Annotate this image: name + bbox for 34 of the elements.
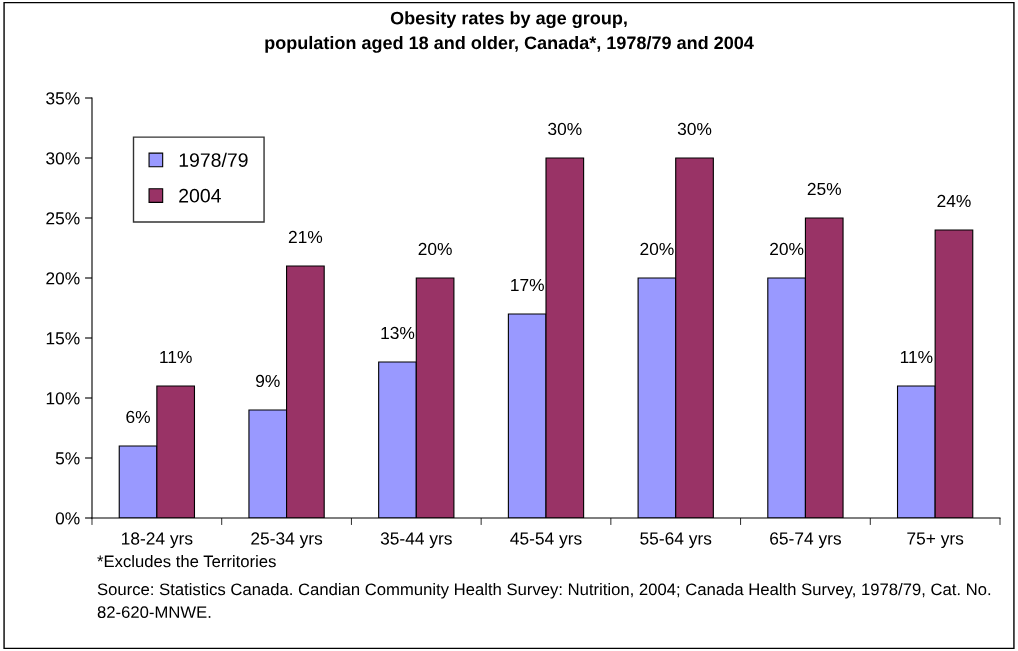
y-tick-label: 20% <box>46 272 80 285</box>
data-label: 20% <box>418 242 452 256</box>
data-label: 24% <box>937 194 971 208</box>
x-tick-label: 35-44 yrs <box>380 532 452 549</box>
data-label: 9% <box>256 374 280 388</box>
x-tick-label: 65-74 yrs <box>770 532 841 549</box>
data-label: 11% <box>900 350 933 364</box>
text: *Excludes the Territories <box>97 555 276 568</box>
x-tick-label: 45-54 yrs <box>510 532 582 549</box>
legend-label: 1978/79 <box>179 152 248 167</box>
data-label: 30% <box>677 122 712 136</box>
y-tick-label: 35% <box>46 92 80 105</box>
data-label: 25% <box>807 182 841 196</box>
x-tick-label: 18-24 yrs <box>122 532 193 549</box>
y-tick-label: 10% <box>46 392 80 405</box>
x-tick-label: 25-34 yrs <box>251 532 323 549</box>
y-tick-label: 25% <box>46 212 80 225</box>
legend-label: 2004 <box>179 188 221 203</box>
y-tick-label: 0% <box>55 512 80 525</box>
x-tick-label: 55-64 yrs <box>640 532 712 549</box>
data-label: 13% <box>381 326 415 340</box>
y-tick-label: 5% <box>55 452 80 465</box>
x-tick-label: 75+ yrs <box>907 532 964 549</box>
data-label: 20% <box>770 242 804 256</box>
y-tick-label: 30% <box>46 152 80 165</box>
source-note: Source: Statistics Canada. Candian Community Health Survey: Nutrition, 2004; Canada Health Survey, 1978/79, Cat. No. 82-620-MNWE. <box>97 583 991 619</box>
data-label: 21% <box>288 230 323 244</box>
data-label: 20% <box>640 242 674 256</box>
y-tick-label: 15% <box>46 332 80 345</box>
data-label: 11% <box>160 350 192 364</box>
chart-title: Obesity rates by age group, population aged 18 and older, Canada*, 1978/79 and 2004 <box>265 11 754 53</box>
data-label: 30% <box>548 122 582 136</box>
data-label: 17% <box>511 278 544 292</box>
data-label: 6% <box>126 410 150 424</box>
